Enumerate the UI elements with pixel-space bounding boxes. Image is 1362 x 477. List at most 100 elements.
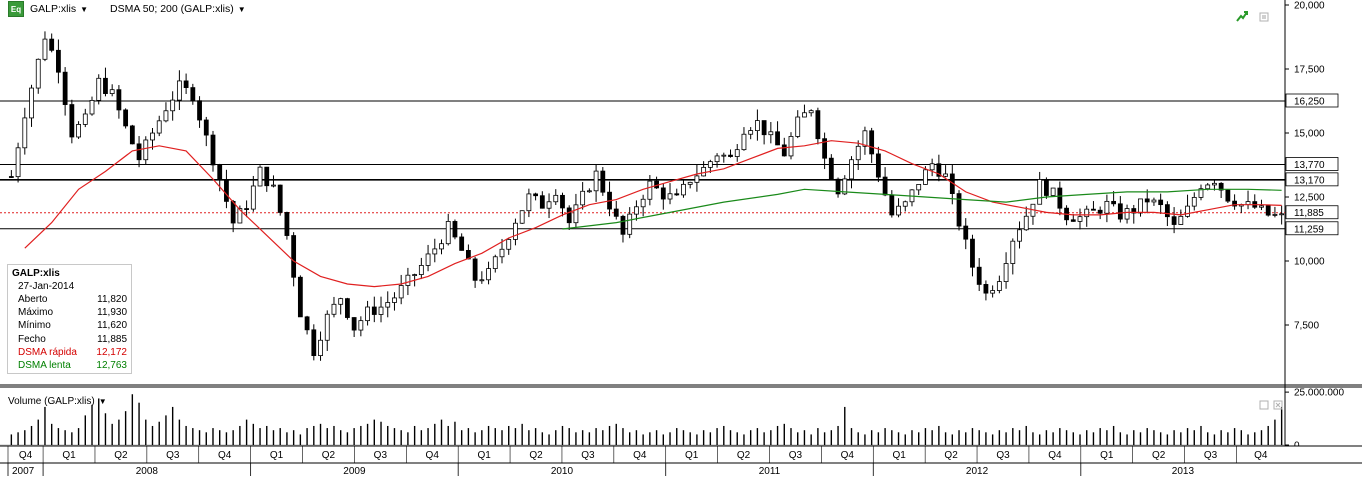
candle-body xyxy=(392,297,397,303)
candle-body xyxy=(586,190,592,193)
candle-body xyxy=(916,184,922,191)
candle-body xyxy=(1010,240,1016,264)
candle-body xyxy=(983,284,989,294)
chevron-down-icon: ▼ xyxy=(98,397,107,406)
candle-body xyxy=(217,164,223,181)
level-tag xyxy=(1285,221,1339,236)
candle-body xyxy=(1124,208,1130,220)
candle-body xyxy=(539,195,545,209)
legend-date: 27-Jan-2014 xyxy=(18,281,75,292)
candle-body xyxy=(365,306,370,322)
level-label: 11,885 xyxy=(1294,208,1324,219)
candle-body xyxy=(1198,188,1204,198)
candle-body xyxy=(1218,182,1224,191)
level-label: 13,770 xyxy=(1294,160,1325,171)
level-label: 11,259 xyxy=(1294,224,1324,235)
candle-body xyxy=(620,215,626,235)
candles xyxy=(8,31,1285,361)
candle-body xyxy=(109,89,115,94)
candle-body xyxy=(781,144,787,157)
candle-body xyxy=(956,193,962,227)
year-label: 2009 xyxy=(343,466,366,477)
candle-body xyxy=(1057,187,1063,209)
candle-body xyxy=(701,166,707,177)
candle-body xyxy=(849,159,854,180)
candle-body xyxy=(1185,205,1190,217)
candle-body xyxy=(768,131,774,136)
candle-body xyxy=(29,87,34,119)
candle-body xyxy=(748,130,754,135)
maximize-icon[interactable] xyxy=(1258,11,1270,23)
candle-body xyxy=(1178,215,1184,225)
candle-body xyxy=(1272,214,1278,216)
year-label: 2011 xyxy=(759,466,781,477)
candle-body xyxy=(176,80,182,101)
candle-body xyxy=(324,313,330,341)
candle-body xyxy=(1205,184,1211,190)
study-dropdown[interactable]: DSMA 50; 200 (GALP:xlis) ▼ xyxy=(110,3,246,15)
candle-body xyxy=(445,221,451,245)
candle-body xyxy=(1151,199,1157,203)
candle-body xyxy=(486,268,491,281)
candle-body xyxy=(425,253,431,266)
candle-body xyxy=(358,320,364,331)
candle-body xyxy=(271,184,276,187)
legend-row: Fecho 11,885 xyxy=(18,333,127,345)
candle-body xyxy=(1164,204,1170,218)
quarter-label: Q4 xyxy=(1254,450,1268,461)
quarter-label: Q4 xyxy=(426,450,440,461)
quarter-label: Q4 xyxy=(1048,450,1062,461)
candle-body xyxy=(1212,182,1217,186)
candle-body xyxy=(627,213,633,235)
candle-body xyxy=(634,206,639,215)
volume-dropdown[interactable]: Volume (GALP:xlis) ▼ xyxy=(8,396,107,407)
candle-body xyxy=(667,193,673,200)
candle-body xyxy=(244,208,249,210)
symbol-dropdown[interactable]: GALP:xlis ▼ xyxy=(30,3,88,15)
candle-body xyxy=(1070,219,1076,222)
y-tick-label: 12,500 xyxy=(1294,193,1325,204)
equity-icon[interactable]: Eq xyxy=(8,1,24,17)
trend-arrow-icon[interactable] xyxy=(1236,10,1248,22)
candle-body xyxy=(432,248,438,255)
candle-body xyxy=(345,298,350,318)
candle-body xyxy=(459,236,465,251)
y-tick-label: 17,500 xyxy=(1294,65,1325,76)
candle-body xyxy=(230,200,236,224)
candle-body xyxy=(553,194,559,203)
chart-toolbar: Eq GALP:xlis ▼ DSMA 50; 200 (GALP:xlis) … xyxy=(0,0,246,18)
quarter-label: Q2 xyxy=(529,450,543,461)
candle-body xyxy=(1037,179,1043,205)
quarter-label: Q2 xyxy=(322,450,336,461)
candle-body xyxy=(277,184,283,213)
candle-body xyxy=(1091,208,1096,211)
candle-body xyxy=(1050,187,1056,196)
candle-body xyxy=(936,163,942,177)
candle-body xyxy=(1138,198,1143,214)
fast-ma-line xyxy=(24,140,1282,288)
quarter-label: Q3 xyxy=(581,450,595,461)
candle-body xyxy=(197,100,202,121)
close-icon[interactable] xyxy=(1272,399,1284,411)
candle-body xyxy=(35,58,41,89)
candle-body xyxy=(647,180,653,200)
candle-body xyxy=(526,193,532,212)
y-tick-label: 7,500 xyxy=(1294,321,1319,332)
maximize-icon[interactable] xyxy=(1258,399,1270,411)
candle-body xyxy=(1104,200,1110,214)
candle-body xyxy=(150,132,155,141)
candle-body xyxy=(170,99,176,112)
candle-body xyxy=(163,110,169,122)
candle-body xyxy=(795,116,801,137)
candle-body xyxy=(418,265,424,275)
candle-body xyxy=(1111,200,1117,205)
candle-body xyxy=(331,303,337,315)
y-tick-label: 20,000 xyxy=(1294,1,1325,12)
candle-body xyxy=(439,243,444,250)
candle-body xyxy=(136,143,142,161)
candle-body xyxy=(412,274,418,276)
candle-body xyxy=(815,110,821,140)
candle-body xyxy=(674,193,680,196)
candle-body xyxy=(1097,209,1103,214)
candle-body xyxy=(1131,208,1137,214)
